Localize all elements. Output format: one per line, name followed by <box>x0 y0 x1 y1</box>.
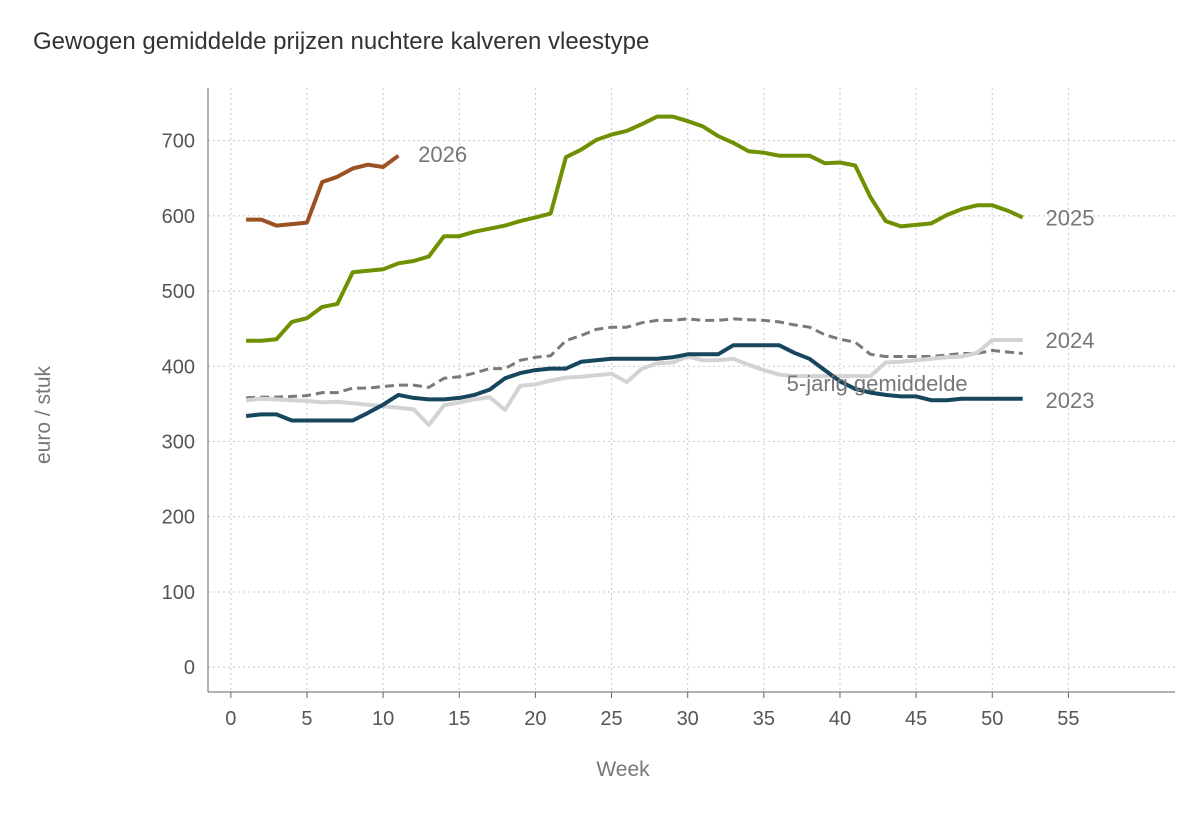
x-tick-label: 40 <box>829 708 851 730</box>
series-label: 2023 <box>1046 388 1095 413</box>
series-line-5-jarig-gemiddelde <box>246 317 1023 400</box>
y-tick-label: 600 <box>162 206 195 228</box>
y-tick-label: 300 <box>162 432 195 454</box>
x-tick-label: 10 <box>372 708 394 730</box>
y-axis-label: euro / stuk <box>32 365 55 464</box>
series-line-2026 <box>246 154 400 228</box>
x-tick-label: 15 <box>448 708 470 730</box>
x-axis-label: Week <box>596 758 650 781</box>
x-tick-label: 50 <box>981 708 1003 730</box>
series-line-2023 <box>245 343 1023 423</box>
series-label: 5-jarig gemiddelde <box>787 371 968 396</box>
x-tick-label: 30 <box>677 708 699 730</box>
y-tick-label: 500 <box>162 281 195 303</box>
x-tick-label: 0 <box>225 708 236 730</box>
x-tick-label: 55 <box>1057 708 1079 730</box>
y-tick-label: 100 <box>162 582 195 604</box>
series-line-2024 <box>245 338 1023 427</box>
y-tick-label: 400 <box>162 356 195 378</box>
y-tick-label: 200 <box>162 507 195 529</box>
x-tick-label: 35 <box>753 708 775 730</box>
y-tick-label: 0 <box>184 657 195 679</box>
y-tick-label: 700 <box>162 131 195 153</box>
series-line-2025 <box>246 114 1024 343</box>
x-tick-label: 25 <box>600 708 622 730</box>
x-tick-label: 20 <box>524 708 546 730</box>
series-label: 2024 <box>1046 328 1095 353</box>
x-tick-label: 45 <box>905 708 927 730</box>
series-label: 2025 <box>1046 205 1095 230</box>
x-tick-label: 5 <box>301 708 312 730</box>
series-label: 2026 <box>418 142 467 167</box>
chart-title: Gewogen gemiddelde prijzen nuchtere kalv… <box>33 28 650 55</box>
